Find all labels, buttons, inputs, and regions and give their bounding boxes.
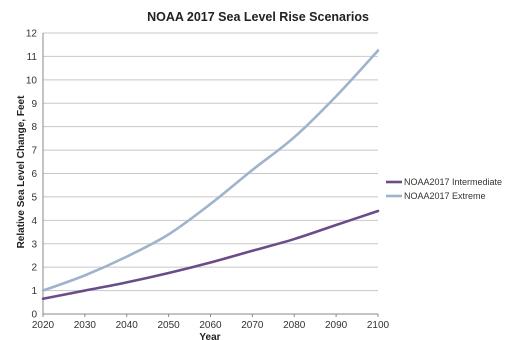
series-line-noaa2017-extreme bbox=[41, 49, 380, 292]
series-line-noaa2017-intermediate bbox=[41, 209, 380, 301]
x-tick-label: 2080 bbox=[283, 320, 306, 331]
y-tick-label: 3 bbox=[31, 239, 37, 250]
y-tick-label: 5 bbox=[31, 192, 37, 203]
chart-title: NOAA 2017 Sea Level Rise Scenarios bbox=[147, 10, 369, 24]
y-tick-label: 4 bbox=[31, 216, 37, 227]
legend-label: NOAA2017 Intermediate bbox=[404, 177, 502, 187]
x-tick-label: 2050 bbox=[158, 320, 181, 331]
x-tick-label: 2100 bbox=[367, 320, 390, 331]
x-tick-label: 2040 bbox=[116, 320, 139, 331]
y-tick-label: 1 bbox=[31, 286, 37, 297]
y-tick-label: 11 bbox=[27, 52, 38, 63]
y-tick-label: 10 bbox=[26, 75, 38, 86]
x-tick-label: 2060 bbox=[199, 320, 222, 331]
y-tick-label: 7 bbox=[31, 146, 37, 157]
y-tick-label: 12 bbox=[26, 29, 38, 40]
x-tick-label: 2020 bbox=[32, 320, 55, 331]
y-tick-label: 6 bbox=[31, 169, 37, 180]
y-tick-label: 0 bbox=[31, 310, 37, 321]
legend-label: NOAA2017 Extreme bbox=[404, 191, 486, 201]
x-axis-ticks: 2020 2030 2040 2050 2060 2070 2080 2090 2100 bbox=[32, 314, 390, 331]
x-tick-label: 2030 bbox=[74, 320, 97, 331]
legend: NOAA2017 Intermediate NOAA2017 Extreme bbox=[386, 177, 502, 201]
y-tick-label: 8 bbox=[31, 122, 37, 133]
x-tick-label: 2070 bbox=[241, 320, 264, 331]
grid-lines bbox=[43, 32, 378, 292]
x-axis-title: Year bbox=[199, 332, 220, 340]
x-tick-label: 2090 bbox=[325, 320, 348, 331]
y-tick-label: 2 bbox=[31, 263, 37, 274]
series-lines bbox=[41, 49, 380, 301]
y-axis-title: Relative Sea Level Change, Feet bbox=[16, 95, 27, 249]
y-tick-label: 9 bbox=[31, 99, 37, 110]
